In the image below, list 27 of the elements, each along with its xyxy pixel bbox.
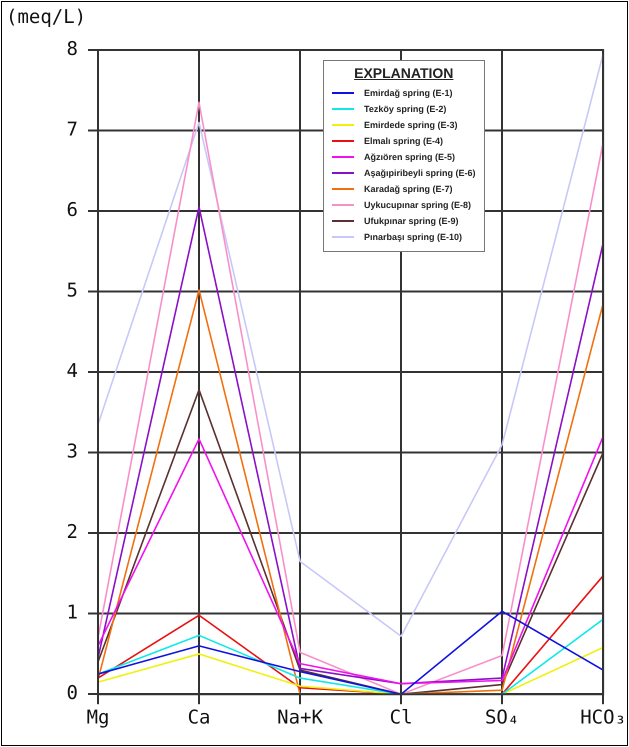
y-axis-title: (meq/L)	[6, 6, 86, 28]
y-tick-label: 5	[66, 280, 78, 302]
y-tick-label: 0	[66, 682, 78, 704]
legend-label: Emirdağ spring (E-1)	[364, 88, 453, 98]
legend-label: Uykucupınar spring (E-8)	[364, 200, 472, 210]
legend-label: Pınarbaşı spring (E-10)	[364, 232, 462, 242]
x-tick-label: Ca	[188, 706, 210, 729]
x-tick-label: SO₄	[484, 706, 520, 729]
y-tick-label: 4	[66, 360, 78, 382]
y-tick-label: 8	[66, 38, 78, 60]
x-tick-label: Na+K	[277, 706, 324, 729]
legend-title: EXPLANATION	[353, 65, 454, 81]
legend-label: Ağzıören spring (E-5)	[364, 152, 456, 162]
x-tick-label: Mg	[86, 706, 110, 729]
legend-label: Ufukpınar spring (E-9)	[364, 216, 459, 226]
x-tick-label: HCO₃	[580, 706, 626, 729]
x-tick-label: Cl	[390, 706, 413, 729]
legend-label: Elmalı spring (E-4)	[364, 136, 444, 146]
y-tick-label: 3	[66, 440, 78, 463]
y-tick-label: 7	[66, 118, 78, 140]
y-tick-label: 1	[66, 602, 78, 624]
legend-label: Emirdede spring (E-3)	[364, 120, 458, 130]
legend-label: Tezköy spring (E-2)	[364, 104, 446, 114]
y-tick-label: 2	[66, 521, 78, 544]
legend-label: Karadağ spring (E-7)	[364, 184, 453, 194]
y-tick-label: 6	[66, 198, 78, 221]
legend-label: Aşağıpiribeyli spring (E-6)	[364, 168, 476, 178]
